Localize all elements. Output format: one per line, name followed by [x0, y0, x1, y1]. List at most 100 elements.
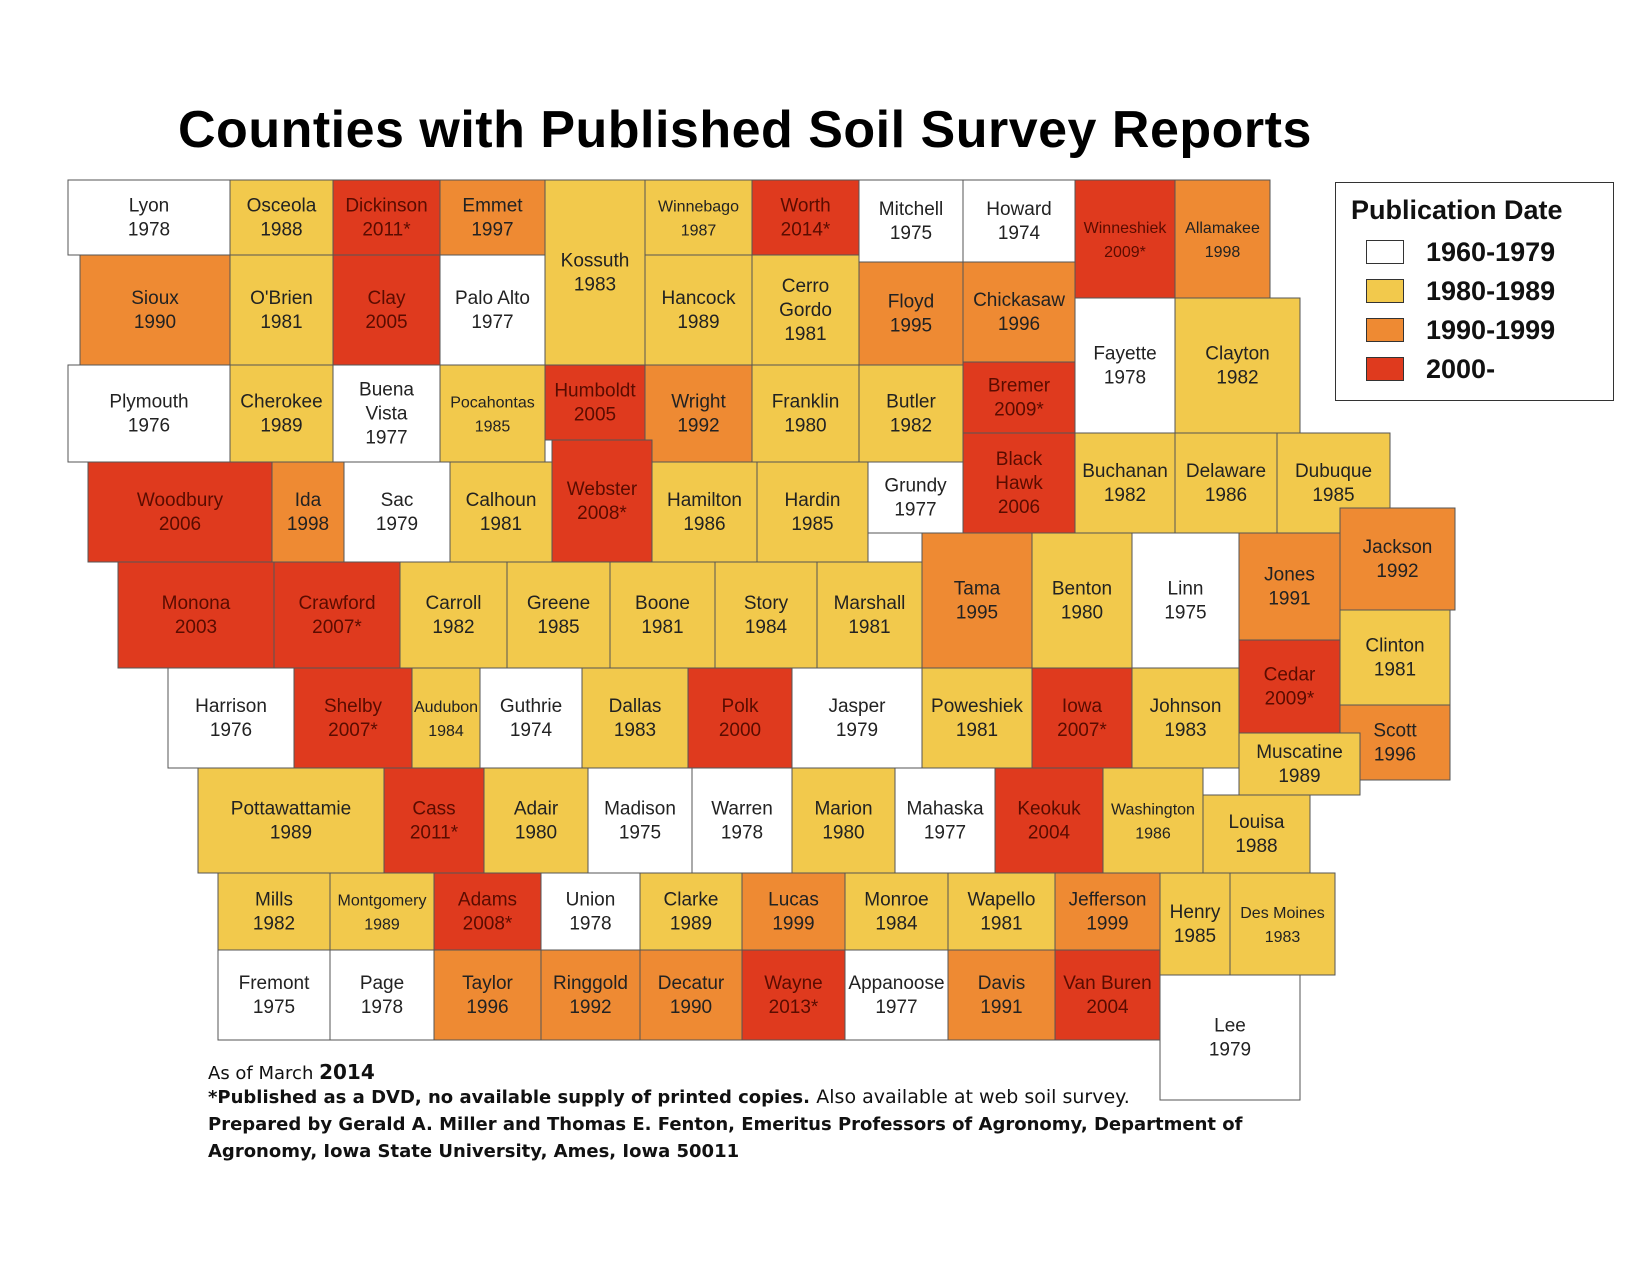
legend-label: 1980-1989 — [1426, 275, 1556, 306]
county-fill — [544, 179, 646, 366]
county-allamakee: Allamakee 1998 — [1174, 179, 1271, 299]
legend: Publication Date 1960-1979 1980-1989 199… — [1335, 182, 1614, 401]
county-wright: Wright 1992 — [644, 364, 753, 463]
county-mills: Mills 1982 — [217, 872, 331, 951]
county-fill — [691, 767, 793, 874]
county-linn: Linn 1975 — [1131, 532, 1240, 669]
legend-swatch — [1366, 279, 1404, 303]
county-harrison: Harrison 1976 — [167, 667, 295, 769]
county-year: 1990 — [134, 312, 176, 333]
county-year: 2005 — [574, 405, 616, 426]
county-fill — [816, 561, 923, 669]
county-year: 1999 — [1086, 914, 1128, 935]
county-fill — [962, 432, 1076, 534]
county-fill — [947, 949, 1056, 1041]
county-keokuk: Keokuk 2004 — [994, 767, 1104, 874]
county-name: Sioux — [131, 288, 179, 309]
county-fill — [479, 667, 583, 769]
county-name: Wapello — [968, 890, 1036, 911]
county-o-brien: O'Brien 1981 — [229, 254, 334, 366]
county-year: 1977 — [924, 823, 966, 844]
county-fill — [1174, 432, 1278, 534]
county-fill — [332, 179, 441, 256]
county-year: 2009* — [994, 400, 1044, 421]
county-name: Warren — [711, 799, 773, 820]
county-year: 1982 — [432, 617, 474, 638]
county-pocahontas: Pocahontas 1985 — [439, 364, 546, 463]
county-washington: Washington 1986 — [1102, 767, 1204, 874]
county-fill — [741, 872, 846, 951]
county-fill — [1238, 732, 1361, 796]
county-name: Cerro — [782, 276, 830, 297]
county-year: 2004 — [1086, 997, 1129, 1018]
county-carroll: Carroll 1982 — [399, 561, 508, 669]
county-fill — [644, 254, 753, 366]
county-fill — [844, 872, 949, 951]
county-name: Osceola — [247, 196, 317, 217]
county-year: 1980 — [1061, 603, 1103, 624]
county-fill — [581, 667, 689, 769]
county-calhoun: Calhoun 1981 — [449, 461, 553, 563]
county-name: Plymouth — [109, 392, 188, 413]
county-year: 1997 — [471, 220, 513, 241]
legend-item-1960-1979: 1960-1979 — [1366, 237, 1555, 267]
county-henry: Henry 1985 — [1159, 872, 1231, 976]
county-name: Pocahontas — [450, 395, 535, 412]
legend-label: 2000- — [1426, 353, 1496, 384]
county-year: 1979 — [376, 514, 418, 535]
county-name: Allamakee — [1185, 220, 1260, 237]
county-winneshiek: Winneshiek 2009* — [1074, 179, 1176, 299]
legend-swatch — [1366, 357, 1404, 381]
county-delaware: Delaware 1986 — [1174, 432, 1278, 534]
county-name: Clayton — [1205, 344, 1269, 365]
county-fill — [1238, 639, 1341, 734]
county-poweshiek: Poweshiek 1981 — [921, 667, 1033, 769]
county-fill — [1074, 432, 1176, 534]
county-woodbury: Woodbury 2006 — [87, 461, 273, 563]
county-winnebago: Winnebago 1987 — [644, 179, 753, 256]
county-name: Polk — [722, 696, 759, 717]
county-name: Iowa — [1062, 696, 1103, 717]
county-lucas: Lucas 1999 — [741, 872, 846, 951]
county-page: Page 1978 — [329, 949, 435, 1041]
county-year: 1984 — [745, 617, 788, 638]
county-year: 1995 — [890, 316, 932, 337]
prepared-by-line-2: Agronomy, Iowa State University, Ames, I… — [208, 1141, 740, 1162]
county-year: 1976 — [128, 416, 170, 437]
county-fill — [229, 179, 334, 256]
county-year: 1981 — [1374, 660, 1416, 681]
county-clay: Clay 2005 — [332, 254, 441, 366]
county-fill — [894, 767, 996, 874]
county-name: Decatur — [658, 973, 725, 994]
county-name: Black — [996, 449, 1043, 470]
county-chickasaw: Chickasaw 1996 — [962, 261, 1076, 363]
county-name: Davis — [978, 973, 1026, 994]
county-year: 2013* — [769, 997, 819, 1018]
county-fill — [741, 949, 846, 1041]
county-name: Clay — [367, 288, 406, 309]
county-fill — [609, 561, 716, 669]
county-year: 1983 — [614, 720, 656, 741]
county-bremer: Bremer 2009* — [962, 361, 1076, 434]
county-year: 1978 — [128, 220, 170, 241]
county-name: Muscatine — [1256, 742, 1343, 763]
county-fill — [329, 949, 435, 1041]
county-year: 1991 — [980, 997, 1022, 1018]
county-year: 1992 — [677, 416, 719, 437]
county-fremont: Fremont 1975 — [217, 949, 331, 1041]
county-name: Adams — [458, 890, 517, 911]
county-name: Wayne — [764, 973, 822, 994]
county-boone: Boone 1981 — [609, 561, 716, 669]
county-year: 1992 — [1376, 561, 1418, 582]
county-fill — [439, 364, 546, 463]
county-fill — [433, 872, 542, 951]
county-name: Dubuque — [1295, 461, 1372, 482]
county-year: 1985 — [791, 514, 833, 535]
county-cherokee: Cherokee 1989 — [229, 364, 334, 463]
county-year: 1974 — [510, 720, 553, 741]
county-year: 1977 — [471, 312, 513, 333]
county-cass: Cass 2011* — [383, 767, 485, 874]
county-year: 2005 — [365, 312, 407, 333]
county-fill — [644, 364, 753, 463]
county-year: 1979 — [836, 720, 878, 741]
